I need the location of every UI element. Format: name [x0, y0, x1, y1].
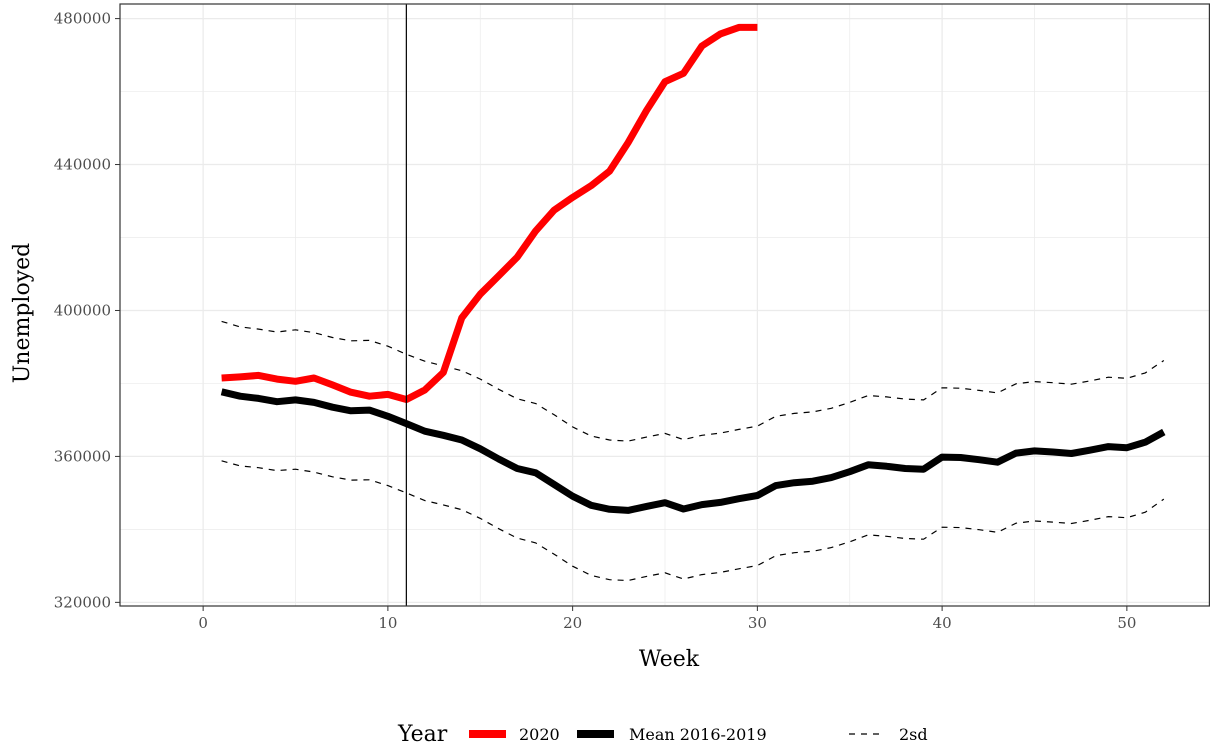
x-tick-label: 30: [748, 614, 767, 632]
tick-layer: 0 10 20 30 40 50 320000 360000 400000 440000 48000…: [54, 10, 1137, 632]
legend-item-mean: Mean 2016-2019: [577, 725, 767, 744]
x-tick-label: 40: [933, 614, 952, 632]
y-axis-title: Unemployed: [10, 243, 35, 384]
x-axis-title: Week: [639, 647, 700, 672]
legend-item-2020: 2020: [469, 725, 560, 744]
x-tick-label: 0: [198, 614, 208, 632]
panel-border: [119, 3, 1210, 607]
legend-label-mean: Mean 2016-2019: [629, 725, 767, 744]
y-tick-label: 360000: [54, 447, 111, 465]
legend-item-2sd: 2sd: [849, 725, 928, 744]
grid-layer: [120, 4, 1210, 606]
y-tick-label: 480000: [54, 10, 111, 28]
x-tick-label: 20: [563, 614, 582, 632]
series-2020-line: [221, 23, 758, 403]
y-tick-label: 320000: [54, 593, 111, 611]
x-tick-label: 10: [378, 614, 397, 632]
lower-2sd-line: [221, 460, 1165, 582]
legend-label-2020: 2020: [519, 725, 560, 744]
legend: Year 2020 Mean 2016-2019 2sd: [397, 722, 928, 747]
legend-title: Year: [397, 722, 448, 747]
x-tick-label: 50: [1117, 614, 1136, 632]
upper-2sd-line: [221, 320, 1165, 442]
y-tick-label: 400000: [54, 301, 111, 319]
legend-label-2sd: 2sd: [899, 725, 928, 744]
axis-layer: [119, 3, 1210, 607]
mean-2016-2019-line: [220, 388, 1166, 514]
y-tick-label: 440000: [54, 156, 111, 174]
series-layer: [220, 23, 1166, 582]
